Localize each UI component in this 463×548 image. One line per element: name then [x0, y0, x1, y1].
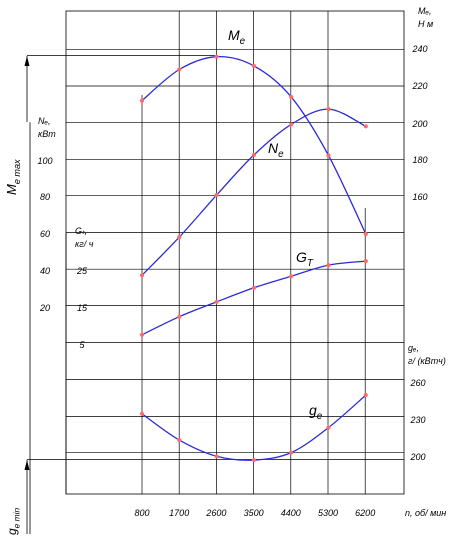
- ge-min-arrow-head: [24, 460, 30, 470]
- data-point-gt: [289, 274, 294, 279]
- ge-axis-unit: г/ (кВтч): [408, 356, 446, 366]
- ge-tick-label: 260: [409, 378, 425, 388]
- me-max-label: Me max: [4, 159, 22, 195]
- ne-axis-label: Nₑ,: [38, 116, 51, 126]
- ge-tick-label: 230: [409, 415, 425, 425]
- ne-axis-unit: кВт: [38, 129, 56, 139]
- data-point-gt: [363, 259, 368, 264]
- gt-tick-label: 15: [77, 303, 88, 313]
- data-point-ge: [289, 450, 294, 455]
- me-axis-label: Mₑ,: [418, 6, 431, 16]
- me-tick-label: 180: [412, 155, 427, 165]
- data-point-ne: [251, 152, 256, 158]
- ne-tick-label: 40: [40, 266, 50, 276]
- grid: [27, 10, 405, 534]
- x-axis-label: n, об/ мин: [405, 508, 446, 518]
- me-tick-label: 200: [411, 119, 427, 129]
- gt-tick-label: 5: [79, 340, 85, 350]
- axis-ticks: 800 1700 2600 3500 4400 5300 6200 n, об/ мин 240…: [37, 6, 446, 518]
- series-label-gt: GT: [296, 249, 314, 269]
- data-point-me: [214, 54, 219, 59]
- ge-axis-label: gₑ,: [408, 343, 419, 353]
- data-point-ge: [363, 392, 368, 398]
- data-point-ge: [251, 457, 256, 463]
- me-max-arrow-head: [24, 56, 30, 66]
- me-axis-unit: Н м: [418, 19, 433, 29]
- data-point-ge: [177, 437, 182, 443]
- data-point-me: [289, 94, 294, 100]
- series-label-ne: Ne: [268, 140, 284, 160]
- ne-tick-label: 80: [40, 192, 50, 202]
- x-tick-label: 2600: [205, 508, 226, 518]
- x-tick-label: 800: [134, 508, 149, 518]
- data-point-gt: [139, 332, 145, 337]
- ne-tick-label: 20: [39, 303, 50, 313]
- data-point-ge: [214, 454, 219, 459]
- data-point-me: [326, 153, 331, 158]
- series-label-me: Me: [228, 27, 246, 47]
- x-tick-label: 5300: [318, 508, 338, 518]
- series-label-ge: ge: [309, 402, 323, 422]
- me-tick-label: 160: [412, 192, 427, 202]
- data-point-ge: [326, 425, 331, 430]
- data-point-gt: [326, 262, 331, 268]
- data-point-ge: [139, 411, 145, 416]
- annotations: Me max ge min: [4, 56, 30, 535]
- me-tick-label: 220: [411, 81, 427, 91]
- x-tick-label: 1700: [169, 508, 189, 518]
- gt-axis-label: Gₜ,: [75, 226, 87, 236]
- ne-tick-label: 100: [37, 156, 52, 166]
- x-tick-label: 3500: [244, 508, 264, 518]
- x-tick-label: 6200: [355, 508, 375, 518]
- data-point-ne: [326, 107, 331, 112]
- series-markers: [139, 54, 368, 463]
- data-point-me: [177, 67, 182, 72]
- data-point-gt: [251, 285, 256, 290]
- data-point-ne: [177, 235, 182, 240]
- ge-min-label: ge min: [5, 507, 22, 535]
- me-tick-label: 240: [411, 44, 427, 54]
- data-point-ne: [363, 124, 368, 129]
- gt-axis-unit: кг/ ч: [75, 239, 94, 249]
- data-point-gt: [214, 299, 219, 305]
- data-point-ne: [289, 122, 294, 127]
- x-tick-label: 4400: [281, 508, 301, 518]
- data-point-me: [139, 98, 145, 103]
- gt-tick-label: 25: [76, 266, 88, 276]
- data-point-ne: [214, 192, 219, 198]
- data-point-ne: [139, 273, 145, 278]
- ge-tick-label: 200: [409, 452, 425, 462]
- plot-frame: [65, 10, 405, 495]
- data-point-me: [251, 63, 256, 68]
- data-point-gt: [177, 314, 182, 319]
- data-point-me: [363, 231, 368, 237]
- ne-tick-label: 60: [40, 229, 50, 239]
